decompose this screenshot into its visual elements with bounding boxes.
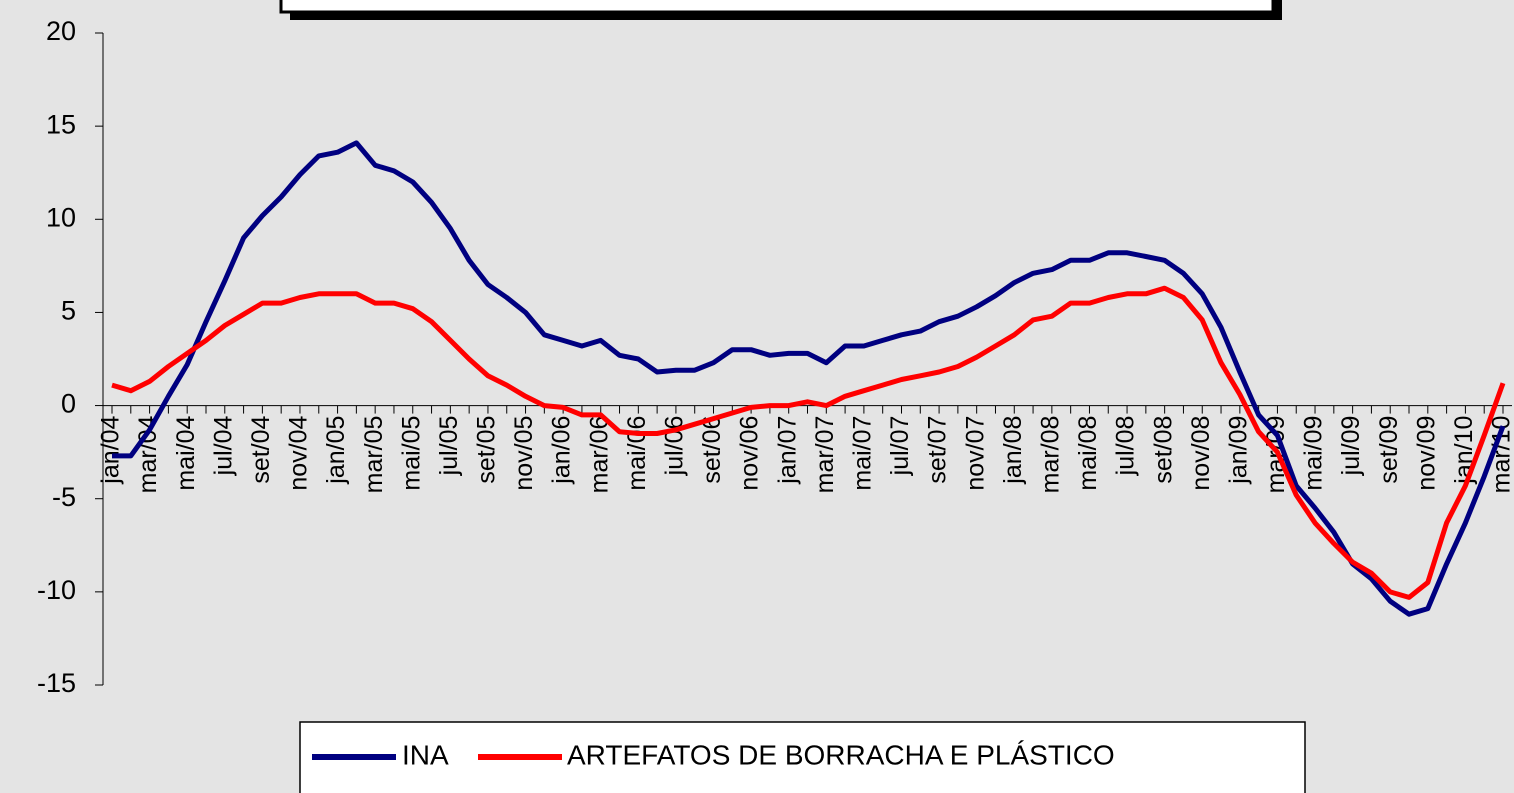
x-tick-label: set/04 [247,415,275,483]
x-tick-label: set/05 [473,416,501,484]
x-tick-label: mar/07 [811,416,839,494]
x-tick-label: jan/10 [1450,416,1478,485]
x-tick-label: set/06 [698,416,726,484]
x-tick-label: nov/08 [1187,416,1215,491]
legend-box [299,721,1306,793]
series-line [111,285,1506,600]
x-tick-label: mai/07 [849,416,877,491]
legend-label: ARTEFATOS DE BORRACHA E PLÁSTICO [567,739,1115,770]
x-tick-label: nov/06 [736,416,764,491]
x-tick-label: nov/05 [510,416,538,491]
y-tick-label: -15 [37,668,76,698]
x-tick-label: jan/04 [97,415,125,484]
x-tick-label: jul/09 [1337,416,1365,477]
x-tick-label: mar/04 [134,415,162,493]
y-tick-label: -10 [37,575,76,605]
x-tick-label: mar/05 [360,416,388,494]
legend-label: INA [402,739,449,770]
x-tick-label: jan/05 [322,416,350,485]
y-tick-label: 20 [46,16,76,46]
x-tick-label: jan/07 [773,416,801,485]
x-tick-label: jan/06 [548,416,576,485]
x-tick-label: mai/08 [1074,416,1102,491]
y-tick-label: 5 [61,296,76,326]
x-tick-label: nov/04 [285,415,313,490]
x-tick-label: jul/07 [886,416,914,477]
x-tick-label: mai/09 [1300,416,1328,491]
x-tick-label: jan/09 [1224,416,1252,485]
y-tick-label: 15 [46,109,76,139]
series-line [112,140,1506,617]
x-tick-label: mai/04 [172,415,200,490]
x-tick-label: jan/08 [999,416,1027,485]
y-tick-label: 0 [61,389,76,419]
x-tick-label: set/09 [1375,416,1403,484]
x-tick-label: mai/06 [623,416,651,491]
y-tick-label: -5 [52,482,76,512]
x-tick-label: mai/05 [397,416,425,491]
title-box [279,0,1275,14]
x-tick-label: nov/09 [1412,416,1440,491]
x-tick-label: jul/08 [1112,416,1140,477]
x-tick-label: jul/04 [209,415,237,476]
x-tick-label: jul/05 [435,416,463,477]
y-tick-label: 10 [46,202,76,232]
x-tick-label: set/07 [924,416,952,484]
x-tick-label: set/08 [1149,416,1177,484]
x-tick-label: mar/06 [585,416,613,494]
x-tick-label: mar/08 [1036,416,1064,494]
x-tick-label: nov/07 [961,416,989,491]
